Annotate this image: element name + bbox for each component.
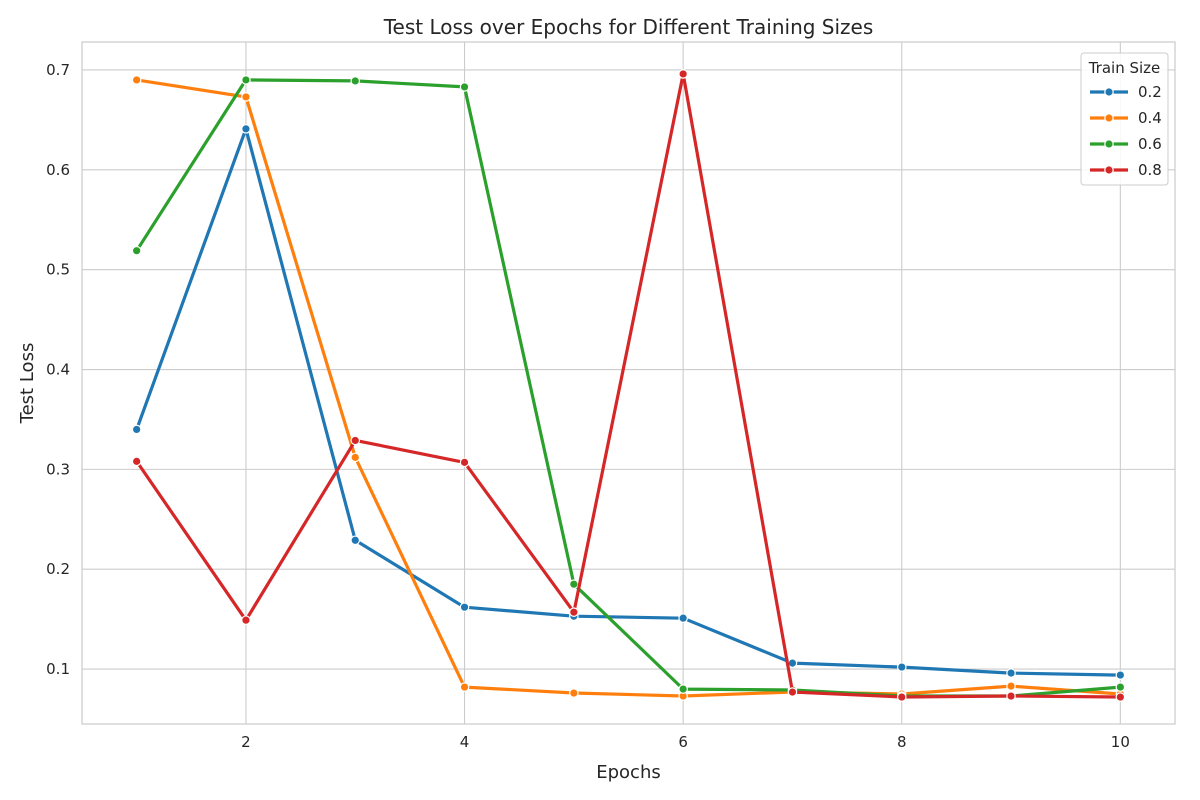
legend-item: 0.2 xyxy=(1090,83,1162,101)
data-point xyxy=(1115,692,1126,702)
legend-marker xyxy=(1104,87,1114,97)
data-point xyxy=(678,613,688,623)
chart-title: Test Loss over Epochs for Different Trai… xyxy=(383,15,874,39)
y-tick-label: 0.2 xyxy=(46,560,70,578)
data-point xyxy=(1115,682,1126,692)
data-point xyxy=(896,662,907,672)
data-point xyxy=(459,82,470,92)
series-line xyxy=(135,72,1122,699)
data-point xyxy=(131,245,142,256)
data-point xyxy=(241,124,251,134)
data-point xyxy=(896,692,907,702)
series-lines xyxy=(131,69,1126,702)
data-point xyxy=(131,456,142,467)
y-tick-label: 0.6 xyxy=(46,161,70,179)
legend-label: 0.8 xyxy=(1138,161,1162,179)
legend-label: 0.6 xyxy=(1138,135,1162,153)
grid xyxy=(82,42,1175,724)
series-line xyxy=(135,78,1122,698)
legend-marker xyxy=(1104,113,1114,123)
y-tick-label: 0.5 xyxy=(46,261,70,279)
legend-marker xyxy=(1104,139,1114,149)
data-point xyxy=(459,602,470,612)
tick-labels: 2 4 6 8 10 0.1 0.2 0.3 0.4 0.5 0.6 0.7 xyxy=(46,61,1130,751)
data-point xyxy=(241,75,251,85)
series-0.8 xyxy=(131,69,1126,702)
data-point xyxy=(569,607,579,617)
data-point xyxy=(131,424,142,435)
y-tick-label: 0.7 xyxy=(46,61,70,79)
data-point xyxy=(459,457,470,468)
legend-label: 0.4 xyxy=(1138,109,1162,127)
data-point xyxy=(1006,681,1016,691)
data-point xyxy=(678,684,688,694)
data-point xyxy=(350,76,361,86)
data-point xyxy=(350,535,361,546)
data-point xyxy=(1006,668,1016,678)
x-tick-label: 10 xyxy=(1111,733,1130,751)
series-0.2 xyxy=(131,124,1126,680)
legend-title: Train Size xyxy=(1088,59,1161,77)
data-point xyxy=(1115,670,1126,680)
x-axis-title: Epochs xyxy=(596,762,661,783)
legend-item: 0.6 xyxy=(1090,135,1162,153)
x-tick-label: 4 xyxy=(460,733,470,751)
data-point xyxy=(1006,691,1016,701)
legend-item: 0.4 xyxy=(1090,109,1162,127)
y-tick-label: 0.4 xyxy=(46,361,70,379)
x-tick-label: 8 xyxy=(897,733,907,751)
legend-item: 0.8 xyxy=(1090,161,1162,179)
legend-marker xyxy=(1104,165,1114,175)
data-point xyxy=(569,688,579,698)
data-point xyxy=(787,687,798,697)
data-point xyxy=(350,435,361,446)
y-tick-label: 0.3 xyxy=(46,460,70,478)
legend-items: 0.2 0.4 0.6 0.8 xyxy=(1090,83,1162,179)
y-axis-title: Test Loss xyxy=(17,343,38,425)
x-tick-label: 6 xyxy=(678,733,688,751)
data-point xyxy=(678,69,688,79)
legend-label: 0.2 xyxy=(1138,83,1162,101)
data-point xyxy=(131,75,142,85)
plot-frame xyxy=(81,41,1176,725)
data-point xyxy=(241,92,251,102)
data-point xyxy=(569,579,579,590)
y-tick-label: 0.1 xyxy=(46,660,70,678)
data-point xyxy=(241,615,251,625)
data-point xyxy=(350,452,361,463)
x-tick-label: 2 xyxy=(241,733,251,751)
legend: Train Size 0.2 0.4 0.6 0.8 xyxy=(1080,52,1169,186)
data-point xyxy=(459,682,470,692)
series-line xyxy=(135,127,1122,677)
